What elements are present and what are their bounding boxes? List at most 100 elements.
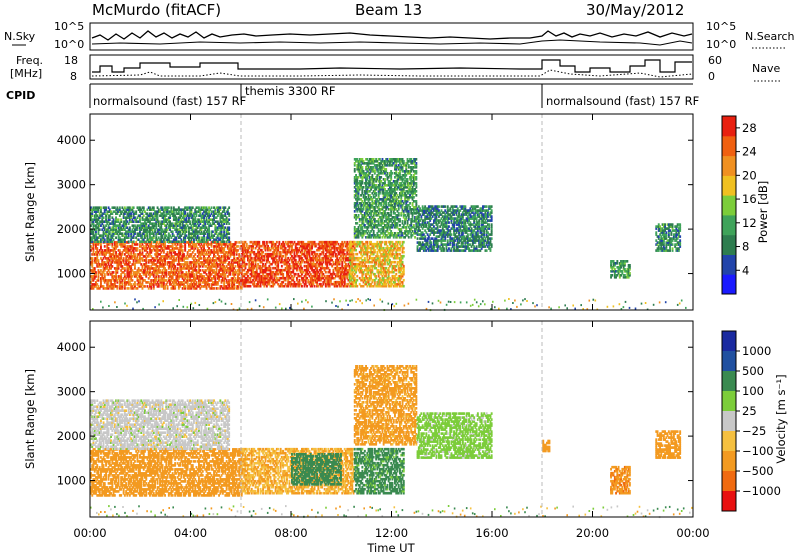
heatmap-cell: [234, 241, 237, 244]
heatmap-cell: [248, 258, 251, 262]
heatmap-cell: [98, 214, 101, 217]
heatmap-cell: [265, 242, 268, 246]
heatmap-cell: [186, 208, 189, 211]
heatmap-cell: [122, 212, 125, 215]
heatmap-cell: [127, 245, 130, 248]
heatmap-cell: [92, 253, 95, 256]
heatmap-cell: [361, 258, 364, 262]
heatmap-cell: [327, 250, 330, 254]
heatmap-cell: [380, 272, 383, 276]
heatmap-cell: [327, 256, 330, 260]
heatmap-cell: [329, 280, 332, 284]
heatmap-cell: [157, 224, 160, 227]
heatmap-cell: [137, 224, 140, 227]
heatmap-cell: [284, 254, 287, 258]
heatmap-cell: [287, 274, 290, 278]
heatmap-cell: [93, 210, 96, 213]
heatmap-cell: [240, 274, 243, 278]
heatmap-cell: [106, 279, 109, 282]
heatmap-cell: [216, 210, 219, 213]
heatmap-cell: [185, 234, 188, 237]
heatmap-cell: [101, 212, 104, 215]
heatmap-cell: [230, 285, 233, 288]
heatmap-cell: [203, 259, 205, 262]
heatmap-cell: [106, 285, 109, 288]
heatmap-cell: [127, 279, 130, 282]
heatmap-cell: [213, 214, 215, 217]
heatmap-cell: [401, 260, 404, 264]
heatmap-cell: [357, 258, 360, 262]
heatmap-cell: [172, 259, 175, 262]
heatmap-cell: [120, 212, 123, 215]
heatmap-cell: [147, 238, 150, 241]
heatmap-cell: [142, 214, 145, 217]
heatmap-cell: [304, 260, 307, 264]
heatmap-cell: [308, 246, 311, 250]
heatmap-cell: [258, 242, 261, 246]
heatmap-cell: [214, 277, 217, 280]
heatmap-cell: [328, 276, 331, 280]
heatmap-cell: [225, 255, 228, 258]
heatmap-cell: [286, 266, 288, 270]
heatmap-cell: [102, 216, 105, 219]
heatmap-cell: [216, 226, 219, 229]
heatmap-cell: [323, 268, 326, 272]
heatmap-cell: [352, 258, 355, 262]
heatmap-cell: [141, 224, 144, 227]
heatmap-cell: [352, 276, 355, 280]
heatmap-cell: [162, 240, 165, 243]
heatmap-cell: [117, 210, 120, 213]
heatmap-cell: [125, 241, 128, 244]
heatmap-cell: [342, 276, 345, 280]
heatmap-cell: [215, 281, 218, 284]
heatmap-cell: [91, 285, 94, 288]
heatmap-cell: [150, 236, 153, 239]
heatmap-cell: [154, 212, 156, 215]
heatmap-cell: [190, 216, 193, 219]
heatmap-cell: [96, 279, 99, 282]
heatmap-cell: [154, 277, 156, 280]
heatmap-cell: [321, 258, 324, 262]
heatmap-cell: [318, 252, 321, 256]
heatmap-cell: [277, 264, 280, 268]
heatmap-cell: [137, 206, 140, 209]
heatmap-cell: [105, 232, 107, 235]
heatmap-cell: [270, 270, 273, 274]
heatmap-cell: [376, 256, 379, 260]
heatmap-cell: [341, 280, 344, 284]
heatmap-cell: [196, 249, 199, 252]
heatmap-cell: [242, 250, 244, 254]
heatmap-cell: [160, 251, 163, 254]
heatmap-cell: [373, 280, 376, 284]
heatmap-cell: [150, 255, 153, 258]
heatmap-cell: [175, 271, 178, 274]
heatmap-cell: [137, 271, 140, 274]
heatmap-cell: [200, 232, 203, 235]
heatmap-cell: [308, 254, 311, 258]
heatmap-cell: [232, 253, 234, 256]
heatmap-cell: [161, 255, 164, 258]
heatmap-cell: [112, 249, 115, 252]
heatmap-cell: [254, 264, 257, 268]
heatmap-cell: [179, 265, 182, 268]
heatmap-cell: [311, 266, 313, 270]
heatmap-cell: [249, 244, 252, 248]
heatmap-cell: [342, 256, 345, 260]
heatmap-cell: [376, 280, 379, 284]
heatmap-cell: [155, 218, 158, 221]
heatmap-cell: [151, 228, 154, 231]
heatmap-cell: [121, 259, 124, 262]
heatmap-cell: [116, 255, 119, 258]
heatmap-cell: [375, 258, 378, 262]
heatmap-cell: [200, 208, 203, 211]
heatmap-cell: [275, 252, 278, 256]
heatmap-cell: [130, 275, 133, 278]
heatmap-cell: [126, 255, 129, 258]
heatmap-cell: [105, 224, 107, 227]
heatmap-cell: [126, 267, 129, 270]
heatmap-cell: [172, 267, 175, 270]
heatmap-cell: [272, 266, 275, 270]
heatmap-cell: [238, 259, 241, 262]
heatmap-cell: [262, 282, 264, 286]
heatmap-cell: [169, 216, 171, 219]
